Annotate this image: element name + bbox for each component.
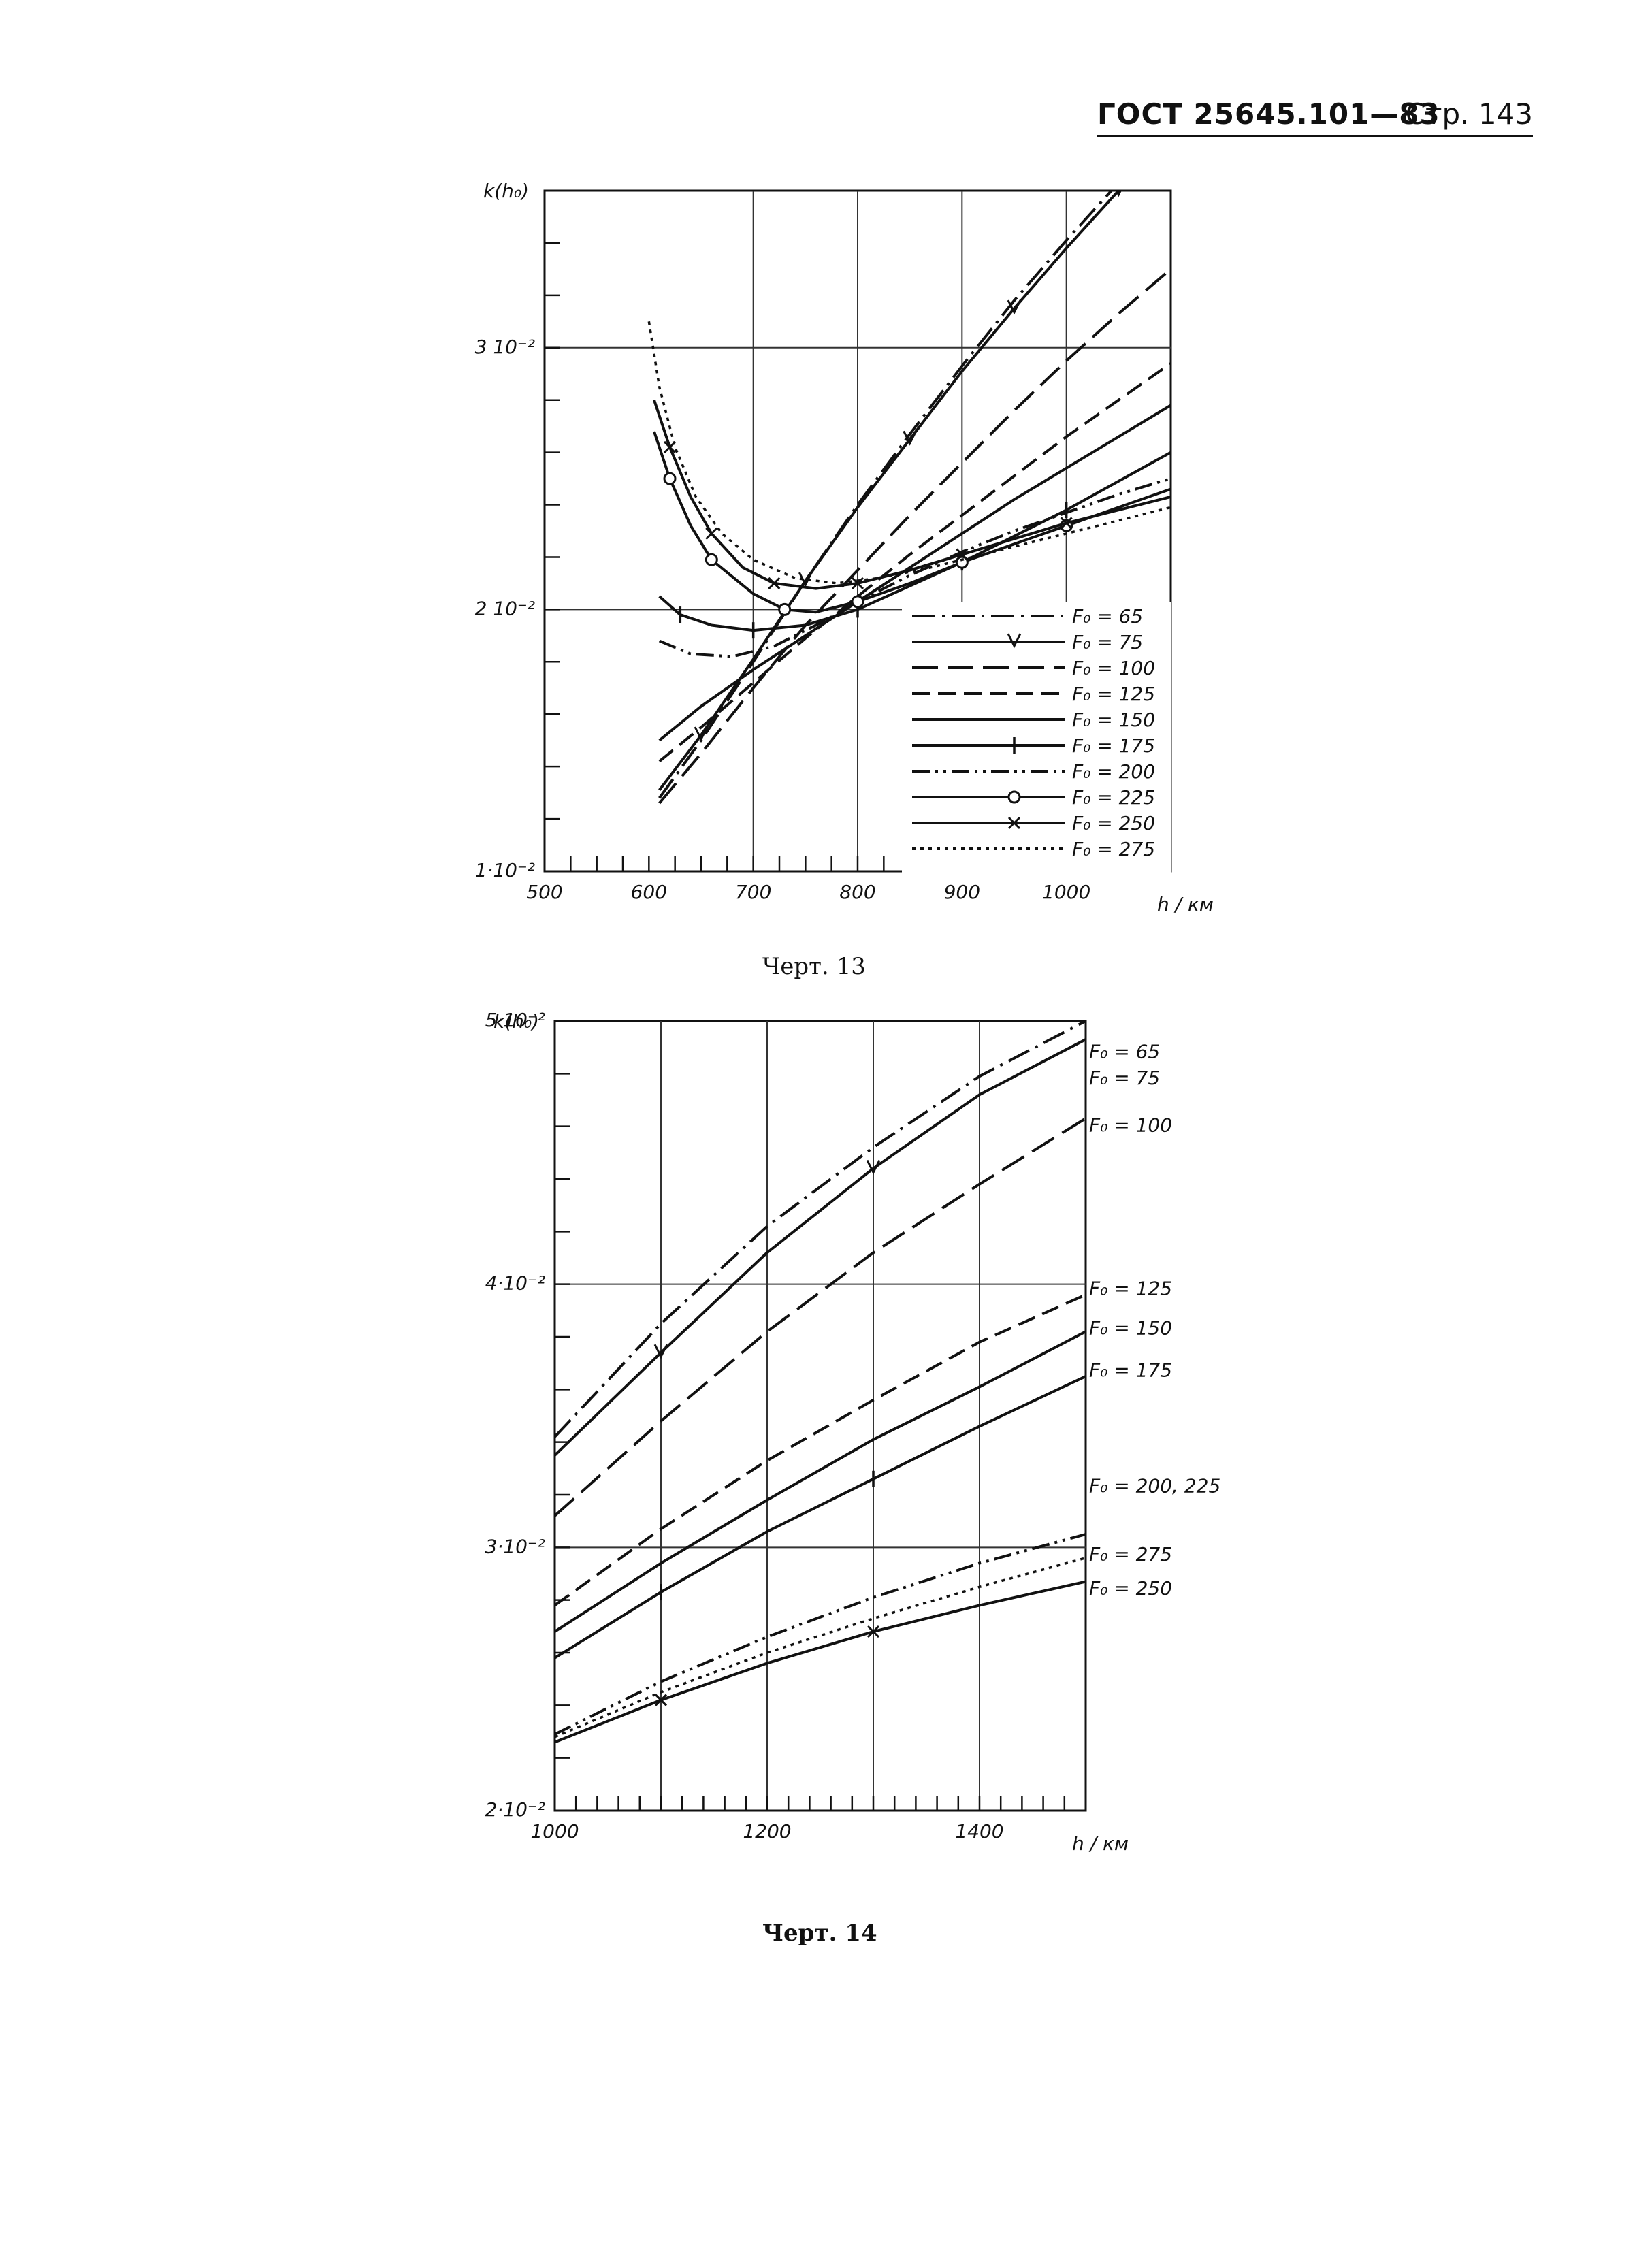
series-marker-circle	[778, 602, 792, 616]
series-line	[555, 1533, 1086, 1736]
series-line	[658, 191, 1114, 799]
chart-14: 1000 1200 1400 2·10⁻² 3·10⁻² 4·10⁻² 5·10⁻²k(h₀…	[485, 1009, 1221, 1855]
series-marker-v	[798, 572, 813, 587]
series-marker-x	[851, 577, 864, 589]
y-axis-label: k(h₀)	[483, 180, 529, 202]
x-axis-label: h / км	[1157, 893, 1214, 916]
series-line	[658, 451, 1171, 632]
series-line	[555, 1330, 1086, 1633]
x-axis-label: h / км	[1072, 1832, 1129, 1855]
series-label: F₀ = 75	[1089, 1067, 1160, 1089]
series-label: F₀ = 65	[1089, 1040, 1160, 1063]
caption-chart-13: Черт. 13	[762, 953, 866, 980]
legend-background	[902, 602, 1171, 875]
series-label: F₀ = 250	[1089, 1577, 1172, 1600]
standard-number: ГОСТ 25645.101—83	[1097, 97, 1440, 131]
legend-label: F₀ = 100	[1072, 657, 1155, 679]
series-label: F₀ = 100	[1089, 1114, 1172, 1137]
chart-13: 500 600 700 800 900 1000 1·10⁻² 2 10⁻² 3 10⁻² k(h…	[475, 180, 1214, 916]
y-tick-label: 2·10⁻²	[485, 1798, 545, 1821]
series-line	[658, 477, 1171, 658]
series-marker-v	[694, 726, 709, 742]
series-marker-x	[956, 548, 969, 561]
series-marker-v	[866, 1159, 881, 1175]
page-header: ГОСТ 25645.101—83 Стр. 143	[1097, 87, 1533, 137]
x-tick-label: 900	[944, 881, 980, 903]
series-line	[658, 362, 1171, 763]
page-number: Стр. 143	[1405, 97, 1533, 131]
x-tick-label: 500	[526, 881, 562, 903]
y-axis-label: k(h₀)	[493, 1010, 539, 1033]
caption-chart-14: Черт. 14	[762, 1919, 877, 1947]
y-tick-label: 3 10⁻²	[475, 336, 535, 358]
series-label: F₀ = 175	[1089, 1359, 1172, 1381]
x-tick-label: 1000	[530, 1820, 579, 1843]
legend-label: F₀ = 200	[1072, 760, 1155, 783]
y-tick-label: 5·10⁻²	[485, 1009, 545, 1031]
series-line	[658, 404, 1171, 742]
series-line	[658, 191, 1121, 791]
series-line	[653, 400, 1171, 590]
legend-label: F₀ = 65	[1072, 605, 1143, 628]
x-tick-label: 1200	[743, 1820, 791, 1843]
series-marker-x	[1060, 517, 1073, 530]
legend-label: F₀ = 175	[1072, 734, 1155, 757]
y-tick-label: 2 10⁻²	[475, 597, 535, 619]
series-label: F₀ = 200, 225	[1089, 1474, 1220, 1497]
series-marker-x	[768, 577, 781, 589]
plot-frame	[553, 1020, 1087, 1812]
legend-label: F₀ = 225	[1072, 786, 1155, 809]
series-marker-x	[1007, 816, 1021, 830]
series-line	[555, 1038, 1086, 1457]
series-marker-x	[867, 1625, 880, 1638]
x-tick-label: 600	[631, 881, 667, 903]
series-group	[555, 1021, 1086, 1744]
series-marker-v	[653, 1344, 668, 1359]
series-line	[555, 1580, 1086, 1744]
legend-label: F₀ = 250	[1072, 812, 1155, 835]
series-marker-circle	[851, 595, 864, 609]
legend-label: F₀ = 125	[1072, 683, 1155, 705]
series-marker-x	[654, 1694, 668, 1706]
series-line	[555, 1293, 1086, 1607]
x-tick-label: 800	[839, 881, 875, 903]
series-marker-v	[1007, 633, 1022, 649]
x-tick-label: 700	[735, 881, 771, 903]
legend-label: F₀ = 75	[1072, 631, 1143, 653]
series-line	[658, 268, 1171, 805]
series-group	[647, 191, 1171, 805]
series-marker-x	[705, 527, 718, 540]
y-tick-label: 1·10⁻²	[475, 859, 535, 881]
series-marker-circle	[1007, 790, 1021, 804]
legend: F₀ = 65 F₀ = 75 F₀ = 100 F₀ = 125 F₀ = 150 F₀…	[902, 602, 1171, 875]
x-tick-label: 1400	[955, 1820, 1003, 1843]
series-marker-circle	[705, 553, 718, 566]
x-tick-label: 1000	[1042, 881, 1090, 903]
y-tick-label: 3·10⁻²	[485, 1535, 545, 1557]
series-line	[555, 1021, 1086, 1438]
legend-label: F₀ = 150	[1072, 709, 1155, 731]
series-line	[653, 431, 1171, 614]
series-marker-v	[1115, 191, 1122, 197]
series-label: F₀ = 125	[1089, 1277, 1172, 1299]
series-label: F₀ = 150	[1089, 1316, 1172, 1339]
series-line	[555, 1375, 1086, 1659]
series-marker-v	[903, 430, 918, 446]
series-marker-v	[1007, 299, 1022, 315]
series-line	[555, 1117, 1086, 1517]
series-marker-circle	[955, 555, 969, 569]
series-marker-circle	[663, 472, 677, 485]
legend-label: F₀ = 275	[1072, 838, 1155, 860]
y-tick-label: 4·10⁻²	[485, 1272, 545, 1295]
series-label: F₀ = 275	[1089, 1543, 1172, 1566]
